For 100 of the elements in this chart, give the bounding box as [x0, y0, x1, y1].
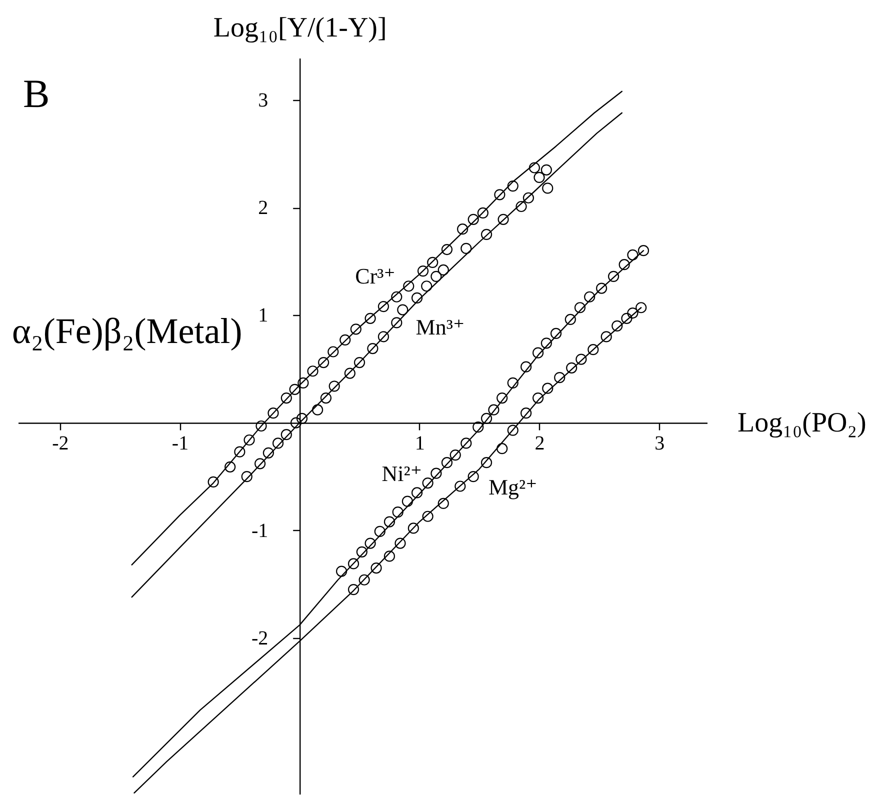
point	[468, 471, 479, 482]
y-tick-label: -2	[251, 627, 268, 650]
y-tick-label: 3	[258, 89, 268, 112]
point	[480, 412, 492, 424]
y-axis-title: Log₁₀[Y/(1-Y)]	[213, 12, 387, 44]
series-label: Cr³⁺	[355, 263, 396, 288]
point	[638, 245, 650, 256]
x-tick-label: -1	[172, 432, 189, 454]
point	[378, 301, 390, 312]
x-tick-label: -2	[52, 432, 69, 454]
point	[600, 331, 612, 342]
point	[312, 404, 324, 416]
x-tick-label: 1	[414, 432, 425, 454]
point	[507, 424, 518, 436]
point	[441, 244, 453, 256]
point	[488, 404, 500, 416]
point	[520, 408, 532, 419]
point	[364, 312, 376, 324]
point	[328, 346, 339, 358]
point	[403, 280, 414, 292]
point	[427, 256, 438, 268]
point	[280, 392, 292, 404]
point	[496, 443, 508, 454]
point	[542, 182, 554, 194]
point	[627, 249, 638, 260]
point	[358, 574, 370, 586]
point	[542, 382, 554, 394]
point	[516, 200, 527, 212]
point	[234, 446, 246, 458]
point	[457, 224, 468, 235]
point	[608, 270, 620, 282]
point	[438, 264, 449, 276]
point	[384, 550, 396, 562]
point	[344, 368, 356, 379]
point	[411, 292, 423, 304]
point	[588, 344, 599, 356]
point	[532, 392, 544, 404]
point	[354, 356, 366, 368]
point	[430, 468, 442, 479]
point	[494, 189, 506, 200]
point	[348, 584, 360, 596]
point	[244, 434, 255, 446]
point	[441, 457, 453, 468]
point	[498, 214, 509, 225]
point	[394, 538, 406, 549]
point	[430, 270, 442, 282]
point	[460, 242, 472, 254]
point	[534, 172, 545, 183]
point	[241, 471, 252, 482]
point	[554, 372, 566, 384]
series-label: Mg²⁺	[488, 474, 538, 500]
point	[477, 207, 488, 218]
x-tick-label: 3	[654, 432, 665, 454]
point	[272, 438, 284, 449]
point	[367, 342, 378, 354]
point	[296, 412, 308, 424]
point	[540, 338, 552, 349]
point	[392, 506, 404, 518]
point	[391, 317, 402, 328]
point	[618, 259, 630, 270]
point	[280, 429, 292, 440]
annotation: α₂(Fe)β₂(Metal)	[12, 311, 242, 351]
point	[596, 282, 608, 294]
point	[408, 522, 419, 534]
point	[208, 476, 219, 488]
point	[520, 361, 532, 372]
point	[422, 510, 434, 522]
point	[328, 380, 340, 392]
point	[256, 420, 267, 432]
point	[528, 162, 540, 174]
point	[417, 266, 429, 277]
point	[320, 392, 332, 404]
point	[438, 498, 449, 510]
point	[496, 392, 508, 404]
point	[422, 477, 434, 489]
point	[307, 366, 318, 377]
point	[397, 304, 408, 316]
point	[550, 328, 562, 339]
point	[522, 192, 534, 204]
point	[507, 377, 518, 388]
point	[318, 356, 330, 368]
point	[340, 334, 351, 346]
point	[254, 458, 266, 470]
point	[370, 562, 382, 574]
point	[350, 324, 362, 335]
point	[374, 526, 386, 537]
point	[612, 320, 623, 332]
point	[421, 280, 432, 292]
x-tick-label: 2	[534, 432, 545, 454]
y-tick-label: 2	[258, 197, 268, 220]
point	[289, 384, 300, 395]
point	[454, 480, 466, 492]
point	[262, 447, 274, 458]
point	[290, 417, 302, 428]
point	[480, 457, 492, 468]
point	[564, 314, 576, 326]
point	[384, 516, 396, 528]
point	[472, 422, 484, 433]
y-tick-label: -1	[251, 520, 268, 542]
point	[468, 214, 479, 225]
